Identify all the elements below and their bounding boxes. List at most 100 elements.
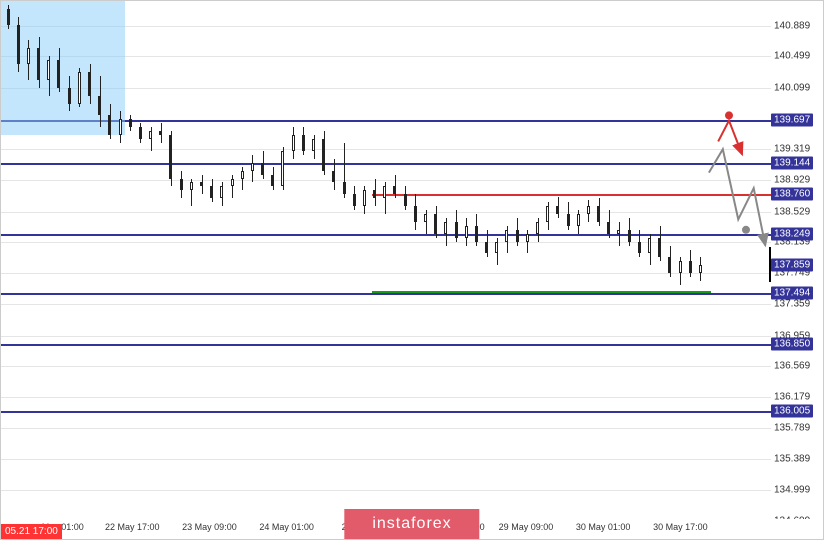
candle-body — [88, 72, 91, 96]
candle-body — [159, 131, 162, 135]
candle-body — [119, 119, 122, 135]
candle-body — [332, 171, 335, 183]
candle-body — [7, 9, 10, 25]
candle-body — [271, 175, 274, 187]
candle-body — [292, 135, 295, 151]
level-line — [1, 234, 773, 236]
y-tick-label: 138.529 — [774, 206, 810, 217]
y-tick-label: 135.789 — [774, 422, 810, 433]
candle-body — [200, 182, 203, 186]
candle-body — [312, 139, 315, 151]
gridline — [1, 336, 773, 337]
candle-body — [393, 186, 396, 194]
x-tick-label: 30 May 01:00 — [576, 522, 631, 532]
candle-body — [302, 135, 305, 151]
candle-body — [546, 206, 549, 222]
gridline — [1, 273, 773, 274]
candle-body — [577, 214, 580, 226]
current-price-marker — [769, 247, 771, 282]
y-tick-label: 136.179 — [774, 392, 810, 403]
y-tick-label: 135.389 — [774, 454, 810, 465]
candle-body — [343, 182, 346, 194]
gridline — [1, 180, 773, 181]
y-level-label: 139.144 — [771, 157, 813, 170]
gridline — [1, 212, 773, 213]
y-tick-label: 136.569 — [774, 361, 810, 372]
candle-body — [526, 234, 529, 242]
watermark: instaforex — [344, 509, 479, 539]
candle-body — [261, 163, 264, 175]
y-tick-label: 134.999 — [774, 485, 810, 496]
candle-body — [210, 186, 213, 198]
candle-body — [689, 261, 692, 273]
candle-body — [505, 230, 508, 242]
candle-body — [495, 242, 498, 254]
y-axis: 140.889140.499140.099139.697139.319138.9… — [771, 1, 823, 521]
y-level-label: 136.005 — [771, 404, 813, 417]
y-level-label: 138.249 — [771, 227, 813, 240]
candle-body — [129, 119, 132, 127]
level-line — [1, 344, 773, 346]
candle-body — [628, 230, 631, 242]
y-level-label: 136.850 — [771, 338, 813, 351]
y-tick-label: 138.929 — [774, 175, 810, 186]
plot-area — [1, 1, 773, 521]
y-tick-label: 140.499 — [774, 51, 810, 62]
candle-body — [149, 131, 152, 139]
candle-body — [78, 72, 81, 104]
candle-body — [556, 206, 559, 214]
candle-body — [17, 25, 20, 64]
level-line — [1, 293, 773, 295]
candle-body — [607, 222, 610, 234]
candle-body — [658, 238, 661, 258]
y-tick-label: 139.319 — [774, 144, 810, 155]
gridline — [1, 366, 773, 367]
gridline — [1, 242, 773, 243]
candle-body — [617, 230, 620, 234]
candle-body — [404, 194, 407, 206]
x-tick-label: 30 May 17:00 — [653, 522, 708, 532]
candle-body — [567, 214, 570, 226]
candle-body — [241, 171, 244, 179]
candle-body — [251, 163, 254, 171]
candle-body — [190, 182, 193, 190]
candle-body — [699, 265, 702, 273]
y-level-label: 137.859 — [771, 258, 813, 271]
candle-body — [231, 179, 234, 187]
candle-body — [169, 135, 172, 178]
candle-body — [597, 206, 600, 222]
gridline — [1, 428, 773, 429]
level-line — [1, 411, 773, 413]
y-level-label: 137.494 — [771, 287, 813, 300]
highlight-region — [1, 1, 125, 135]
chart-container: 140.889140.499140.099139.697139.319138.9… — [0, 0, 824, 540]
y-level-label: 139.697 — [771, 113, 813, 126]
time-badge: 05.21 17:00 — [1, 524, 62, 539]
gridline — [1, 304, 773, 305]
candle-body — [68, 88, 71, 104]
candle-body — [475, 226, 478, 242]
candle-body — [516, 230, 519, 242]
candle-wick — [619, 222, 620, 246]
candle-body — [414, 206, 417, 222]
candle-body — [444, 222, 447, 234]
y-tick-label: 137.359 — [774, 299, 810, 310]
gridline — [1, 490, 773, 491]
candle-body — [648, 238, 651, 254]
candle-body — [37, 48, 40, 80]
candle-body — [587, 206, 590, 214]
x-tick-label: 29 May 09:00 — [499, 522, 554, 532]
candle-body — [383, 186, 386, 198]
gridline — [1, 459, 773, 460]
candle-body — [180, 179, 183, 191]
candle-body — [485, 242, 488, 254]
gridline — [1, 149, 773, 150]
x-tick-label: 23 May 09:00 — [182, 522, 237, 532]
candle-body — [638, 242, 641, 254]
candle-body — [139, 127, 142, 139]
candle-body — [220, 186, 223, 198]
x-tick-label: 24 May 01:00 — [259, 522, 314, 532]
candle-body — [57, 60, 60, 88]
candle-body — [27, 48, 30, 64]
level-line — [372, 291, 712, 293]
